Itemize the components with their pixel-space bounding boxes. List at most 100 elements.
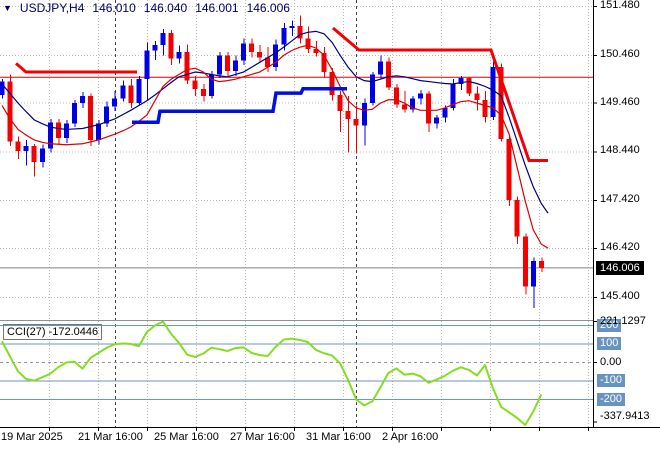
bull-candle-body xyxy=(377,61,383,75)
bull-candle-body xyxy=(120,85,126,99)
bear-candle-body xyxy=(393,87,399,105)
bear-candle-body xyxy=(329,72,335,95)
bull-candle-body xyxy=(216,55,222,75)
candles xyxy=(0,15,544,308)
bear-candle-body xyxy=(538,260,544,268)
bear-candle-body xyxy=(305,38,311,50)
bear-candle-body xyxy=(498,66,504,139)
bull-candle-body xyxy=(530,260,536,287)
bear-candle-body xyxy=(466,77,472,94)
bear-candle-body xyxy=(192,80,198,90)
bull-candle-body xyxy=(104,106,110,124)
bull-candle-body xyxy=(450,83,456,108)
bear-candle-body xyxy=(402,104,407,110)
bull-candle-body xyxy=(369,74,375,104)
cci-level-badge: -200 xyxy=(597,392,626,406)
time-axis-label: 2 Apr 16:00 xyxy=(382,431,439,443)
bear-candle-body xyxy=(257,51,263,58)
bull-candle-body xyxy=(39,148,45,162)
red-ma-line xyxy=(1,44,549,249)
time-axis-label: 21 Mar 16:00 xyxy=(78,431,143,443)
panel-borders xyxy=(0,0,660,428)
time-axis-label: 31 Mar 16:00 xyxy=(306,431,371,443)
bull-candle-body xyxy=(63,123,69,139)
bear-candle-body xyxy=(482,99,488,117)
bear-candle-body xyxy=(31,146,37,162)
bar-open-value: 146.010 xyxy=(92,1,136,15)
time-axis-label: 25 Mar 16:00 xyxy=(154,431,219,443)
bull-candle-body xyxy=(71,103,77,124)
cci-max-label: 221.1297 xyxy=(600,315,646,327)
symbol-period-label: USDJPY,H4 xyxy=(19,1,85,15)
time-axis-label: 27 Mar 16:00 xyxy=(230,431,295,443)
bull-candle-body xyxy=(152,45,158,51)
bar-high-value: 146.040 xyxy=(143,1,188,15)
bar-close-value: 146.006 xyxy=(246,1,290,15)
current-price-badge: 146.006 xyxy=(596,261,644,275)
cci-level-badge: 200 xyxy=(597,318,622,332)
price-axis-label: 148.440 xyxy=(600,144,640,157)
bear-candle-body xyxy=(522,236,528,287)
bull-candle-body xyxy=(0,81,5,95)
price-axis-label: 149.460 xyxy=(600,95,640,108)
bear-candle-body xyxy=(184,51,190,81)
grid xyxy=(0,0,593,427)
bull-candle-body xyxy=(418,93,424,99)
bear-candle-body xyxy=(426,93,432,124)
price-axis-label: 147.420 xyxy=(600,193,640,206)
bear-candle-body xyxy=(385,61,391,88)
cci-level-badge: -100 xyxy=(597,374,626,387)
bear-candle-body xyxy=(224,55,230,72)
bull-candle-body xyxy=(176,51,182,59)
bull-candle-body xyxy=(289,26,295,29)
bear-candle-body xyxy=(353,118,359,126)
price-axis-label: 151.480 xyxy=(600,0,640,11)
time-axis-label: 19 Mar 2025 xyxy=(1,431,63,443)
bear-candle-body xyxy=(474,93,480,100)
bear-candle-body xyxy=(128,85,134,104)
bull-candle-body xyxy=(490,66,496,117)
price-axis-label: 146.420 xyxy=(600,241,640,254)
bear-candle-body xyxy=(88,95,94,140)
symbol-ohlc-header: ▼ USDJPY,H4 146.010 146.040 146.001 146.… xyxy=(3,1,290,15)
bull-candle-body xyxy=(281,28,287,45)
blue-step-line xyxy=(132,87,347,125)
bull-candle-body xyxy=(241,43,246,61)
bear-candle-body xyxy=(265,57,271,68)
navy-ma-line xyxy=(1,30,549,214)
bear-candle-body xyxy=(337,94,343,112)
bear-candle-body xyxy=(313,49,319,53)
bull-candle-body xyxy=(434,117,440,124)
bear-candle-body xyxy=(15,141,21,151)
bear-candle-body xyxy=(506,138,512,201)
bull-candle-body xyxy=(112,98,118,107)
bull-candle-body xyxy=(96,123,102,140)
price-axis-label: 150.460 xyxy=(600,47,640,60)
red-step-line xyxy=(15,62,137,74)
bear-candle-body xyxy=(249,43,255,52)
bear-candle-body xyxy=(297,26,303,39)
bull-candle-body xyxy=(80,95,85,104)
bar-low-value: 146.001 xyxy=(195,1,239,15)
bear-candle-body xyxy=(514,200,520,237)
bull-candle-body xyxy=(410,98,416,110)
cci-level-lines xyxy=(0,325,593,400)
bull-candle-body xyxy=(273,44,279,68)
bull-candle-body xyxy=(458,77,464,84)
bear-candle-body xyxy=(7,81,13,142)
bull-candle-body xyxy=(361,103,367,126)
bull-candle-body xyxy=(144,50,150,80)
bear-candle-body xyxy=(55,122,61,139)
bull-candle-body xyxy=(232,60,238,72)
bear-candle-body xyxy=(345,111,351,119)
red-step-line xyxy=(332,26,548,163)
bull-candle-body xyxy=(160,32,166,46)
bear-candle-body xyxy=(168,32,174,59)
bull-candle-body xyxy=(208,74,214,96)
symbol-dropdown-icon[interactable]: ▼ xyxy=(3,3,12,13)
cci-min-label: -337.9413 xyxy=(600,410,650,422)
bull-candle-body xyxy=(442,107,448,118)
bear-candle-body xyxy=(321,52,327,73)
